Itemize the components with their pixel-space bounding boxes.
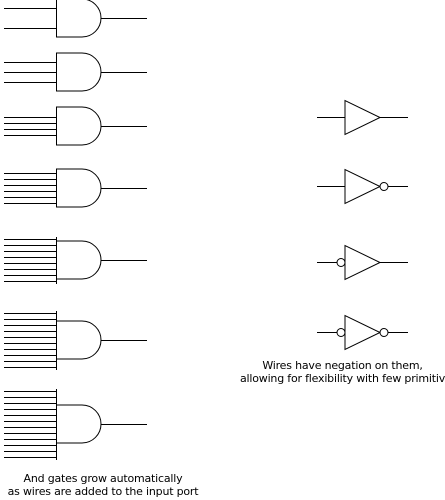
- output-negation-bubble: [379, 328, 389, 337]
- inverter-body: [344, 99, 382, 136]
- and-gate-body: [56, 106, 102, 146]
- inverter: [317, 99, 408, 136]
- and-gate: [4, 0, 147, 38]
- inverter: [317, 244, 408, 281]
- and-gate-body: [56, 404, 102, 444]
- and-gate: [4, 106, 147, 146]
- and-caption-line-1: And gates grow automatically: [23, 472, 183, 485]
- input-negation-bubble: [336, 258, 346, 267]
- and-gate: [4, 168, 147, 208]
- inverter: [317, 168, 408, 205]
- inverter-group: [317, 99, 408, 351]
- and-gate-group: [4, 0, 147, 460]
- inverter-body: [344, 244, 382, 281]
- output-negation-bubble: [379, 182, 389, 191]
- inverter: [317, 314, 408, 351]
- and-gate: [4, 237, 147, 284]
- negation-caption: Wires have negation on them, allowing fo…: [240, 359, 445, 385]
- negation-caption-line-1: Wires have negation on them,: [262, 359, 423, 372]
- and-gate-body: [56, 240, 102, 280]
- negation-caption-line-2: allowing for flexibility with few primit…: [240, 372, 445, 385]
- and-gate-body: [56, 52, 102, 92]
- and-gate: [4, 52, 147, 92]
- and-caption-line-2: as wires are added to the input port: [7, 485, 199, 498]
- inverter-body: [344, 314, 382, 351]
- input-negation-bubble: [336, 328, 346, 337]
- and-gate-body: [56, 168, 102, 208]
- and-gate: [4, 389, 147, 460]
- and-gate-body: [56, 0, 102, 38]
- and-gate-body: [56, 320, 102, 360]
- inverter-body: [344, 168, 382, 205]
- and-gate: [4, 311, 147, 370]
- and-gates-caption: And gates grow automatically as wires ar…: [0, 472, 206, 498]
